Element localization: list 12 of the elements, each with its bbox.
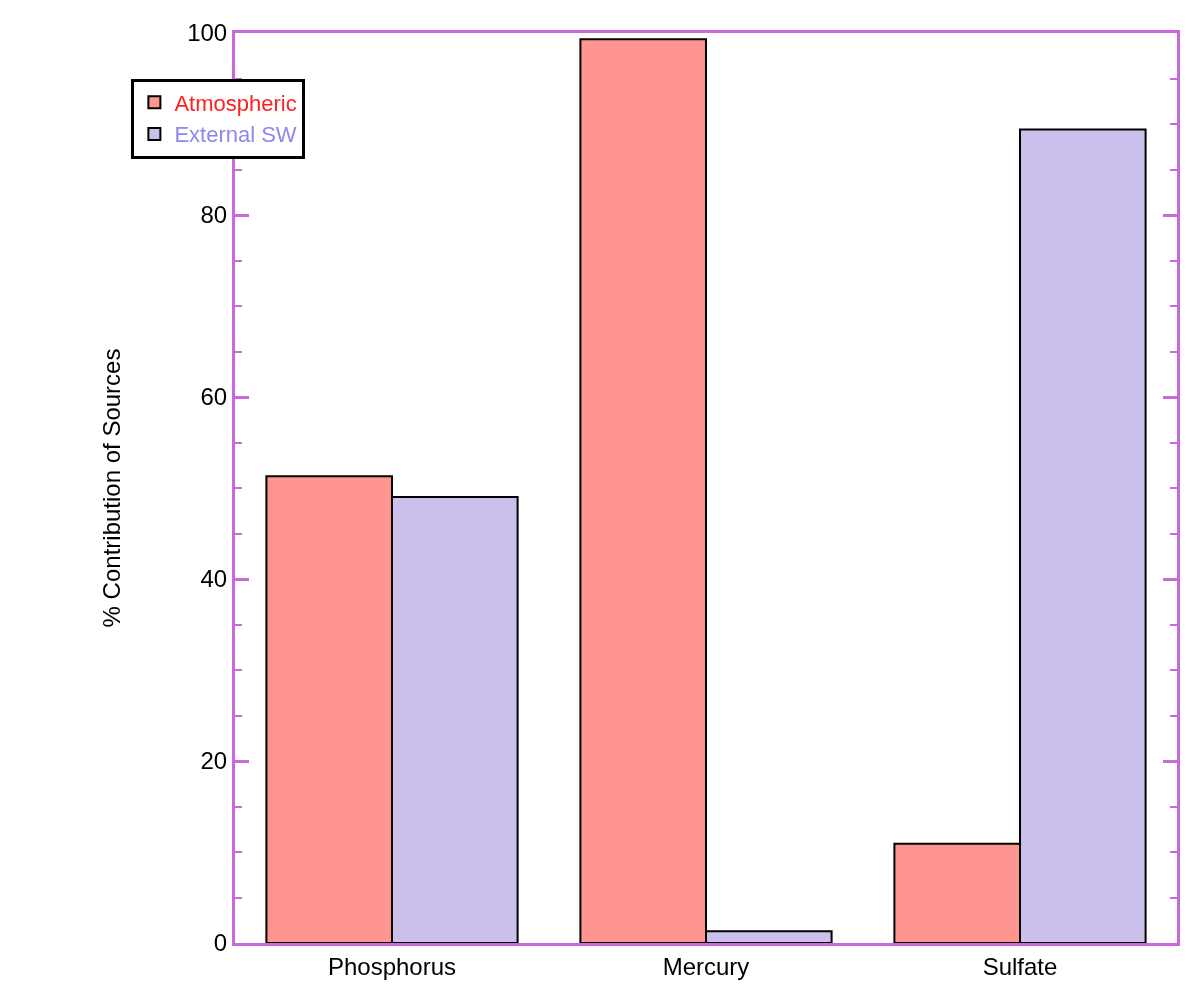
y-tick-label: 40 [200, 565, 228, 593]
y-tick-label: 20 [200, 747, 228, 775]
y-axis-title: % Contribution of Sources [98, 348, 126, 628]
x-tick-label: Mercury [662, 952, 750, 980]
y-tick-label: 60 [200, 383, 228, 411]
y-tick-label: 80 [200, 201, 228, 229]
x-tick-label: Phosphorus [327, 952, 457, 980]
y-tick-label: 0 [213, 929, 228, 957]
y-tick-label: 100 [187, 19, 228, 47]
legend-label: Atmospheric [174, 90, 297, 116]
x-tick-label: Sulfate [982, 952, 1058, 980]
legend-label: External SW [174, 122, 297, 148]
